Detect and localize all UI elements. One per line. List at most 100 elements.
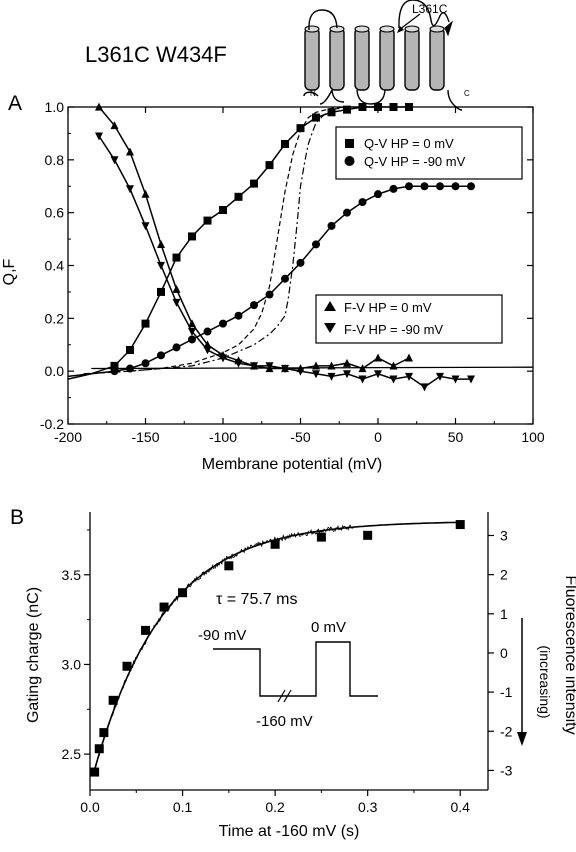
x-tick-label: 100 [521,429,545,445]
data-point-square [374,103,382,111]
reference-curve-dashed [83,106,378,375]
transmembrane-helix [404,27,420,91]
x-tick-label: -200 [54,429,82,445]
data-point-triangle-up [358,364,367,373]
data-point-triangle-down [327,372,336,381]
data-point-circle [250,301,258,310]
data-point-square [99,728,109,738]
voltage-protocol-trace [213,641,378,697]
panel-a-chart: -200 -150 -100 -50 0 50 100 -0.2 0.0 0.2 0.4 0.6 0.8… [1,99,545,473]
helix-top [379,25,395,33]
x-tick-label: -150 [131,429,159,445]
x-tick-label: -50 [290,429,310,445]
data-point-circle [312,240,320,249]
helix-top [304,25,320,33]
legend-label: F-V HP = -90 mV [344,322,443,337]
data-point-triangle-down [188,327,196,336]
data-point-square [188,232,196,241]
right-y-tick-label: -1 [500,684,513,700]
data-point-triangle-down [219,354,227,363]
protocol-label: 0 mV [311,619,346,636]
legend-f-v: F-V HP = 0 mV F-V HP = -90 mV [315,294,503,344]
y-tick-label: 0.8 [45,152,65,168]
y-tick-label: 0.6 [45,205,65,221]
data-point-circle [451,182,460,191]
right-y-tick-label: 2 [500,567,508,583]
helix-top [404,25,420,33]
data-point-square [455,520,465,530]
data-point-square [90,767,100,777]
data-point-square [389,103,398,111]
data-point-circle [203,327,212,336]
data-point-square [203,216,212,225]
transmembrane-helix [354,27,370,91]
data-point-circle [265,290,274,299]
data-point-triangle-down [110,156,119,165]
data-point-square [122,661,132,671]
x-tick-label: 0.2 [265,799,285,815]
data-point-square [343,105,351,114]
right-y-tick-label: -3 [500,762,513,778]
data-point-triangle-up [203,340,212,349]
data-point-triangle-up [188,319,196,328]
data-point-triangle-down [126,185,134,194]
data-point-square [250,179,258,188]
data-point-triangle-down [157,261,165,270]
data-point-circle [327,221,336,230]
data-point-triangle-down [250,362,258,371]
data-point-circle [420,182,429,191]
data-point-triangle-up [157,239,165,248]
right-y-tick-label: 0 [500,645,508,661]
data-point-triangle-down [420,383,429,392]
panel-b-y-axis-label: Gating charge (nC) [25,587,42,723]
helix-top [429,25,445,33]
data-point-square [172,253,181,262]
data-point-triangle-down [203,346,212,355]
data-point-square [312,113,320,122]
x-tick-label: -100 [209,429,237,445]
data-point-circle [188,335,196,344]
data-point-square [281,139,289,148]
panel-b-right-axis-label: Fluorescence intensity [562,575,576,734]
data-point-triangle-down [95,132,103,141]
data-point-triangle-up [126,147,134,156]
data-point-triangle-up [172,284,181,293]
y-tick-label: 0.4 [45,258,65,274]
panel-a-letter: A [8,92,22,115]
data-point-triangle-down [436,372,444,381]
data-point-triangle-down [405,372,413,381]
reference-curve-dash-dot [83,106,378,375]
data-point-circle [389,184,398,193]
data-point-square [219,206,227,215]
data-point-triangle-down [172,298,181,307]
channel-topology-diagram: N C L361C [303,0,470,111]
data-point-triangle-up [343,358,351,367]
data-point-triangle-up [95,102,103,111]
panel-b-letter: B [10,506,24,529]
right-y-tick-label: -2 [500,723,513,739]
data-point-square [126,346,134,355]
transmembrane-helix [379,27,395,91]
tau-annotation: τ = 75.7 ms [216,591,297,608]
panel-a-x-axis-label: Membrane potential (mV) [202,456,383,473]
n-terminus-label: N [310,89,316,98]
legend-label: Q-V HP = -90 mV [364,154,466,169]
transmembrane-helix [304,27,320,91]
data-point-square [141,319,150,328]
x-tick-label: 0.3 [358,799,378,815]
data-point-triangle-down [374,370,382,379]
panel-a-y-axis-label: Q,F [1,258,18,285]
data-point-triangle-down [234,359,243,368]
data-point-triangle-down [296,367,305,376]
data-point-square [270,539,280,549]
y-tick-label: 1.0 [45,99,65,115]
x-tick-label: 0 [374,429,382,445]
data-point-circle [467,182,475,191]
data-point-circle [343,208,351,217]
panel-b-chart: 0.0 0.1 0.2 0.3 0.4 2.5 3.0 3.5 -3 -2 -1 0 1 2 3 Time … [25,512,576,840]
helix-top [354,25,370,33]
data-point-circle [110,367,119,376]
data-point-circle [405,182,413,191]
data-point-triangle-up [374,353,382,362]
protocol-label: -90 mV [198,627,246,644]
